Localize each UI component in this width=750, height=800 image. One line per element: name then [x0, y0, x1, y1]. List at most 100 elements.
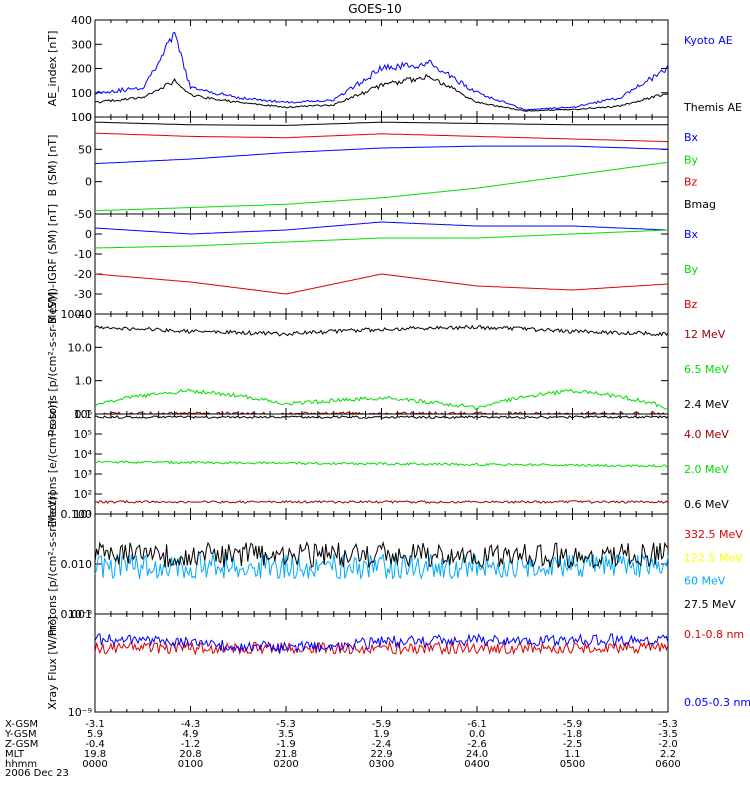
orbit-value: 2.2 [660, 749, 676, 760]
y-axis-label: Xray Flux [W/m²] [46, 616, 59, 709]
series-line [94, 540, 669, 569]
orbit-value: -5.3 [276, 719, 296, 730]
legend-entry: Kyoto AE [684, 34, 733, 47]
orbit-value: -2.5 [563, 739, 583, 750]
y-tick-label: -30 [74, 288, 92, 301]
series-line [94, 229, 669, 249]
orbit-value: 0.0 [469, 729, 485, 740]
legend-entry: Bz [684, 298, 698, 311]
legend-entry: 6.5 MeV [684, 363, 729, 376]
orbit-value: -0.4 [85, 739, 105, 750]
series-line [94, 500, 669, 505]
y-tick-label: 10⁻⁹ [68, 706, 92, 719]
orbit-value: -2.6 [467, 739, 487, 750]
legend-entry: 332.5 MeV [684, 528, 743, 541]
series-line [94, 221, 669, 235]
orbit-row-label: Z-GSM [5, 739, 38, 750]
orbit-value: 1.1 [565, 749, 581, 760]
series-line [94, 415, 669, 420]
y-tick-label: -10 [74, 248, 92, 261]
orbit-value: 3.5 [278, 729, 294, 740]
y-tick-label: 300 [71, 38, 92, 51]
orbit-value: 0300 [369, 759, 394, 770]
y-tick-label: 10⁶ [74, 408, 93, 421]
orbit-value: 22.9 [370, 749, 392, 760]
legend-entry: Themis AE [683, 101, 742, 114]
orbit-value: -2.0 [658, 739, 678, 750]
orbit-value: -4.3 [181, 719, 201, 730]
y-tick-label: 0.010 [61, 558, 93, 571]
legend-entry: Bx [684, 228, 699, 241]
panel-5: 10¹ 10² 10³ 10⁴ 10⁵ 10⁶ Electrons [e/(cm²-s-sr… [46, 400, 729, 527]
y-tick-label: 50 [78, 143, 92, 156]
series-line [94, 633, 669, 654]
y-axis-label: Protons [p/(cm²-s-sr-MeV)] [46, 292, 59, 437]
date-label: 2006 Dec 23 [5, 768, 69, 779]
series-line [94, 460, 669, 468]
orbit-value: -5.9 [372, 719, 392, 730]
orbit-row-label: MLT [5, 749, 25, 760]
orbit-value: 0400 [464, 759, 489, 770]
y-tick-label: 10¹ [74, 508, 92, 521]
orbit-value: -1.8 [563, 729, 583, 740]
orbit-value: -5.9 [563, 719, 583, 730]
y-tick-label: 10³ [74, 468, 92, 481]
orbit-row-label: hhmm [5, 759, 37, 770]
legend-entry: 12 MeV [684, 328, 726, 341]
panels: 0 100 200 300 400 AE_index [nT] Kyoto AE Themis… [46, 14, 750, 719]
orbit-row-label: X-GSM [5, 719, 38, 730]
y-tick-label: 200 [71, 63, 92, 76]
y-tick-label: 100 [71, 87, 92, 100]
orbit-value: 0500 [560, 759, 585, 770]
series-line [94, 273, 669, 295]
series-line [94, 121, 668, 126]
series-line [94, 388, 669, 411]
orbit-value: -1.9 [276, 739, 296, 750]
orbit-value: 20.8 [179, 749, 201, 760]
y-tick-label: 10⁻⁸ [68, 608, 93, 621]
orbit-value: 4.9 [183, 729, 199, 740]
y-axis-label: AE_index [nT] [46, 31, 59, 107]
orbit-value: -1.2 [181, 739, 201, 750]
legend-entry: 4.0 MeV [684, 428, 729, 441]
legend-entry: Bz [684, 176, 698, 189]
orbit-value: 0000 [82, 759, 107, 770]
y-axis-label: Electrons [e/(cm²-s-sr)] [46, 400, 59, 527]
series-line [94, 145, 669, 165]
series-line [94, 132, 669, 143]
y-tick-label: 400 [71, 14, 92, 27]
orbit-value: 24.0 [466, 749, 488, 760]
legend-entry: 122.5 MeV [684, 551, 743, 564]
legend-entry: 2.0 MeV [684, 463, 729, 476]
orbit-value: 19.8 [84, 749, 106, 760]
y-tick-label: 0.100 [61, 508, 93, 521]
y-tick-label: 0 [85, 176, 92, 189]
y-tick-label: 0.1 [75, 408, 93, 421]
y-tick-label: 100.0 [61, 308, 93, 321]
orbit-value: 0200 [273, 759, 298, 770]
orbit-value: 5.9 [87, 729, 103, 740]
legend-entry: 0.05-0.3 nm [684, 696, 750, 709]
series-line [94, 73, 669, 112]
orbit-row-label: Y-GSM [4, 729, 37, 740]
y-tick-label: 100 [71, 111, 92, 124]
panel-7: 10⁻⁹ 10⁻⁸ Xray Flux [W/m²] 0.1-0.8 nm 0.05-0… [46, 608, 750, 719]
legend-entry: 2.4 MeV [684, 398, 729, 411]
orbit-value: -5.3 [658, 719, 678, 730]
y-tick-label: 0.001 [61, 608, 93, 621]
series-line [94, 640, 669, 656]
orbit-value: -3.5 [658, 729, 678, 740]
y-tick-label: 10² [74, 488, 92, 501]
y-axis-label: B (SM)-IGRF (SM) [nT] [46, 204, 59, 324]
series-line [94, 161, 669, 212]
orbit-value: -3.1 [85, 719, 105, 730]
y-tick-label: 0 [85, 228, 92, 241]
y-axis-label: Protons [p/(cm²-s-sr-MeV)] [46, 492, 59, 637]
orbit-value: 21.8 [275, 749, 297, 760]
y-axis-label: B (SM) [nT] [46, 135, 59, 197]
y-tick-label: -20 [74, 268, 92, 281]
